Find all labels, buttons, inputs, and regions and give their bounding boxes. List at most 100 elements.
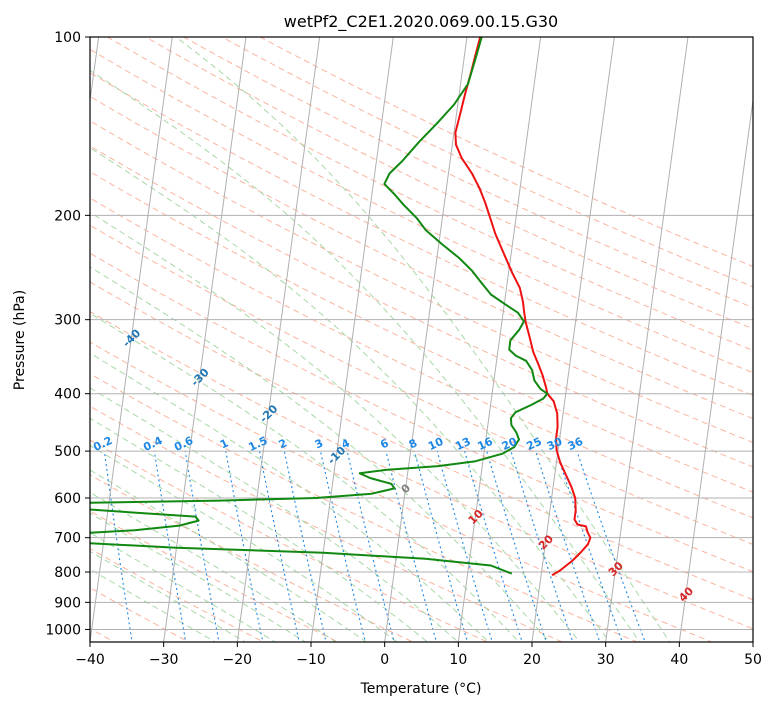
dry-adiabat-line bbox=[90, 587, 190, 642]
isotherm-label: -40 bbox=[120, 326, 143, 349]
x-tick-label: 0 bbox=[380, 652, 389, 668]
dry-adiabat-line bbox=[182, 37, 753, 309]
dewpoint-line bbox=[90, 37, 549, 575]
chart-title: wetPf2_C2E1.2020.069.00.15.G30 bbox=[284, 12, 558, 32]
x-tick-label: 40 bbox=[670, 652, 688, 668]
plot-frame bbox=[89, 36, 754, 643]
isotherm-line bbox=[163, 37, 247, 642]
dry-adiabat-line bbox=[90, 145, 753, 468]
moist-adiabat-line bbox=[90, 352, 490, 642]
mixing-ratio-line bbox=[486, 450, 547, 642]
x-tick-label: −10 bbox=[296, 652, 326, 668]
x-tick-label: 30 bbox=[597, 652, 615, 668]
dry-adiabat-line bbox=[90, 252, 753, 573]
mixing-ratio-label: 16 bbox=[476, 435, 496, 453]
dry-adiabat-line bbox=[90, 439, 489, 642]
grid-lines bbox=[90, 37, 753, 642]
moist-adiabat-line bbox=[90, 491, 337, 642]
y-tick-label: 900 bbox=[54, 595, 81, 611]
dry-adiabat-line bbox=[0, 24, 60, 654]
dry-adiabat-line bbox=[90, 548, 265, 642]
dry-adiabat-line bbox=[90, 95, 753, 420]
dry-adiabat-line bbox=[90, 197, 753, 519]
mixing-ratio-label: 6 bbox=[378, 436, 391, 451]
y-tick-label: 700 bbox=[54, 531, 81, 547]
temperature-line bbox=[454, 37, 592, 577]
mixing-ratio-line bbox=[385, 450, 437, 642]
dry-adiabat-line bbox=[90, 341, 714, 642]
background-lines bbox=[0, 24, 753, 654]
mixing-ratio-line bbox=[184, 451, 220, 642]
mixing-ratio-label: 20 bbox=[500, 435, 520, 453]
moist-adiabat-line bbox=[90, 532, 277, 642]
mixing-ratio-line bbox=[413, 450, 469, 642]
isotherm-label: 40 bbox=[676, 584, 696, 604]
x-tick-label: −20 bbox=[223, 652, 253, 668]
dry-adiabat-line bbox=[259, 37, 753, 268]
y-tick-label: 400 bbox=[54, 387, 81, 403]
x-tick-label: 50 bbox=[744, 652, 762, 668]
x-tick-label: −30 bbox=[149, 652, 179, 668]
y-tick-label: 100 bbox=[54, 30, 81, 46]
y-tick-label: 600 bbox=[54, 491, 81, 507]
moist-adiabat-line bbox=[90, 211, 581, 642]
mixing-ratio-label: 36 bbox=[566, 435, 586, 453]
isotherm-label: -20 bbox=[257, 402, 280, 425]
y-axis: 100 200 300 400 500 600 700 800 900 1000 bbox=[45, 30, 90, 638]
isotherm-line bbox=[752, 638, 753, 642]
isotherm-label: 10 bbox=[466, 507, 486, 527]
dry-adiabat-line bbox=[90, 474, 415, 642]
mixing-ratio-label: 25 bbox=[524, 435, 543, 453]
moist-adiabat-line bbox=[90, 147, 611, 642]
y-tick-label: 1000 bbox=[45, 622, 81, 638]
dry-adiabat-line bbox=[90, 405, 564, 642]
dry-adiabat-line bbox=[90, 281, 753, 601]
isotherm-line bbox=[90, 37, 173, 642]
mixing-ratio-label: 10 bbox=[426, 435, 446, 453]
isotherm-line bbox=[236, 37, 321, 642]
moist-adiabat-line bbox=[175, 37, 671, 642]
isotherm-line bbox=[384, 37, 468, 642]
x-tick-label: −40 bbox=[75, 652, 105, 668]
y-tick-label: 500 bbox=[54, 444, 81, 460]
mixing-ratio-line bbox=[153, 451, 187, 642]
dry-adiabat-line bbox=[90, 48, 753, 374]
profile-lines bbox=[90, 37, 592, 577]
dry-adiabat-line bbox=[106, 37, 753, 352]
mixing-ratio-label: 1 bbox=[218, 436, 230, 451]
x-tick-label: 10 bbox=[449, 652, 467, 668]
mixing-ratio-label: 13 bbox=[453, 435, 472, 453]
isotherm-line bbox=[605, 37, 689, 642]
y-tick-label: 200 bbox=[54, 208, 81, 224]
dry-adiabat-line bbox=[90, 310, 753, 630]
x-axis: −40 −30 −20 −10 0 10 20 30 40 50 bbox=[75, 642, 762, 668]
isotherm-line bbox=[678, 96, 753, 642]
x-tick-label: 20 bbox=[523, 652, 541, 668]
moist-adiabat-line bbox=[90, 568, 217, 642]
y-tick-label: 800 bbox=[54, 565, 81, 581]
moist-adiabat-line bbox=[90, 550, 247, 642]
dry-adiabat-line bbox=[90, 510, 340, 642]
mixing-ratio-line bbox=[555, 450, 623, 642]
dry-adiabat-line bbox=[90, 171, 753, 493]
moist-adiabat-line bbox=[90, 469, 368, 642]
line-labels: 0.2 0.4 0.6 1 1.5 2 3 4 6 8 10 13 16 20 25 30 36-40-30-2… bbox=[91, 326, 696, 604]
dry-adiabat-line bbox=[90, 224, 753, 545]
isotherm-label: 30 bbox=[606, 559, 626, 579]
isotherm-label: -30 bbox=[188, 366, 211, 389]
dry-adiabat-line bbox=[90, 373, 639, 642]
mixing-ratio-label: 2 bbox=[277, 436, 289, 451]
dry-adiabat-line bbox=[220, 37, 753, 288]
isotherm-line bbox=[531, 37, 615, 642]
y-tick-label: 300 bbox=[54, 313, 81, 329]
dry-adiabat-line bbox=[90, 120, 753, 444]
moist-adiabat-line bbox=[90, 417, 429, 642]
isotherm-line bbox=[310, 37, 394, 642]
mixing-ratio-label: 30 bbox=[545, 435, 565, 453]
moist-adiabat-line bbox=[90, 387, 459, 642]
mixing-ratio-label: 3 bbox=[313, 436, 325, 451]
y-axis-label: Pressure (hPa) bbox=[12, 290, 28, 390]
x-axis-label: Temperature (°C) bbox=[360, 681, 482, 697]
moist-adiabat-line bbox=[90, 512, 307, 642]
